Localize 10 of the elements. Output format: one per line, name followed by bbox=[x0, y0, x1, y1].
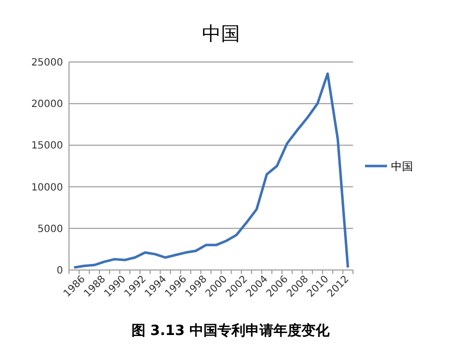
y-tick-label: 10000 bbox=[31, 182, 63, 194]
y-tick-label: 20000 bbox=[31, 99, 63, 110]
y-tick-label: 5000 bbox=[38, 224, 63, 235]
caption: 图 3.13 中国专利申请年度变化 bbox=[131, 322, 331, 339]
chart-title: 中国 bbox=[202, 23, 240, 45]
y-tick-label: 15000 bbox=[31, 140, 63, 152]
legend-label: 中国 bbox=[391, 160, 413, 173]
line-series bbox=[72, 72, 350, 269]
y-tick-label: 25000 bbox=[31, 58, 63, 68]
y-tick-label: 0 bbox=[56, 266, 63, 276]
